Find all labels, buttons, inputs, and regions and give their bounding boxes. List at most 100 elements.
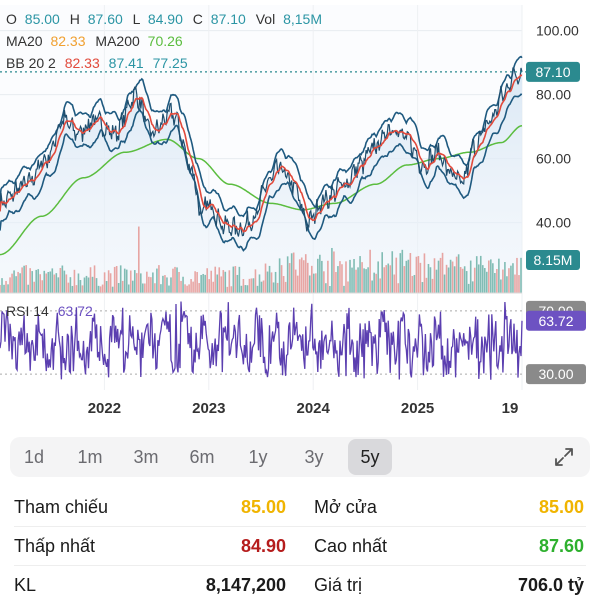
volume-bar [212, 281, 215, 293]
range-tab-1y[interactable]: 1y [236, 439, 280, 475]
volume-bar [206, 268, 208, 293]
volume-bar [463, 266, 466, 293]
volume-bar [174, 266, 176, 293]
volume-bar [154, 283, 156, 293]
svg-text:MA20 82.33 MA200: MA20 82.33 MA200 70.26 [6, 33, 183, 49]
stat-low: Thấp nhất 84.90 [14, 536, 300, 557]
stat-open-label: Mở cửa [314, 496, 377, 517]
ma20-value: 82.33 [50, 33, 85, 49]
volume-bar [365, 269, 367, 293]
volume-bar [294, 269, 297, 293]
volume-bar [405, 260, 408, 293]
volume-bar [413, 274, 416, 293]
volume-bar [93, 265, 96, 293]
price-tick-label: 60.00 [536, 151, 571, 167]
volume-bar [55, 273, 58, 293]
volume-bar [389, 265, 392, 293]
volume-bar [347, 281, 349, 293]
bb-mid-value: 82.33 [65, 55, 100, 71]
range-tab-1m[interactable]: 1m [68, 439, 112, 475]
volume-bar [274, 271, 277, 293]
volume-bar [95, 278, 98, 293]
high-label: H [70, 11, 80, 27]
volume-bar [170, 277, 172, 293]
volume-bar [79, 280, 82, 293]
volume-bar [202, 273, 204, 293]
ma20-label: MA20 [6, 33, 43, 49]
volume-bar [186, 285, 188, 293]
volume-bar [500, 279, 502, 293]
volume-bar [306, 262, 309, 293]
range-tab-3y[interactable]: 3y [292, 439, 336, 475]
expand-diagonal-icon[interactable] [552, 445, 576, 469]
volume-bar [395, 257, 398, 293]
volume-bar [375, 273, 377, 293]
volume-bar [504, 262, 506, 293]
volume-bar [178, 271, 180, 293]
volume-bar [379, 278, 381, 293]
price-line [0, 67, 523, 237]
volume-bar [473, 267, 476, 293]
volume-bar [516, 257, 518, 293]
stat-reference-label: Tham chiếu [14, 496, 109, 517]
stat-value-label: Giá trị [314, 575, 363, 595]
price-tick-label: 40.00 [536, 215, 571, 231]
volume-bar [224, 271, 227, 293]
range-tab-5y[interactable]: 5y [348, 439, 392, 475]
rsi-tick-label: 30.00 [538, 366, 573, 382]
volume-bar [483, 268, 486, 293]
volume-bar [61, 265, 64, 293]
svg-text:O 85.00 H 87: O 85.00 H 87.60 L 84.90 C 87.10 Vol 8,15… [6, 11, 322, 27]
volume-bar [439, 257, 442, 293]
volume-bar [300, 257, 303, 293]
rsi-tag-text: 63.72 [538, 313, 573, 329]
volume-bar [176, 267, 178, 293]
volume-bar [49, 271, 52, 293]
close-value: 87.10 [211, 11, 246, 27]
volume-bar [5, 280, 7, 293]
volume-bar [512, 263, 514, 293]
volume-bar [465, 271, 468, 293]
volume-bar [471, 281, 474, 293]
volume-bar [232, 266, 235, 293]
volume-bar [455, 256, 458, 293]
volume-bar [188, 284, 190, 293]
volume-bar [498, 258, 500, 293]
stats-row: Thấp nhất 84.90 Cao nhất 87.60 [14, 527, 586, 566]
open-label: O [6, 11, 17, 27]
volume-bar [415, 256, 418, 293]
volume-bar [272, 282, 275, 293]
volume-bar [162, 275, 164, 293]
stat-value-value: 706.0 tỷ [517, 575, 584, 595]
volume-bar [180, 280, 182, 293]
volume-bar [7, 284, 9, 293]
bb-upper-value: 87.41 [109, 55, 144, 71]
volume-bar [298, 259, 301, 293]
volume-bar [315, 273, 317, 293]
volume-bar [319, 254, 321, 293]
volume-bar [164, 275, 166, 293]
volume-bar [371, 280, 373, 293]
range-tab-1d[interactable]: 1d [12, 439, 56, 475]
last-price-tag: 87.10 [526, 61, 580, 82]
rsi-legend-value: 63.72 [58, 303, 93, 319]
volume-bar [105, 281, 108, 293]
range-tab-6m[interactable]: 6m [180, 439, 224, 475]
volume-bar [144, 283, 146, 293]
range-tab-3m[interactable]: 3m [124, 439, 168, 475]
volume-bar [51, 268, 54, 293]
year-tick-label: 19 [502, 400, 519, 417]
volume-bar [262, 280, 265, 293]
volume-bar [9, 277, 11, 293]
volume-label: Vol [256, 11, 275, 27]
rsi-tag: 63.72 [526, 310, 586, 331]
volume-bar [11, 273, 13, 293]
volume-bar [148, 276, 150, 293]
volume-bar [453, 266, 456, 293]
volume-bar [204, 274, 206, 293]
volume-bar [65, 274, 68, 293]
volume-bar [339, 261, 341, 293]
low-value: 84.90 [148, 11, 183, 27]
volume-bar [226, 286, 229, 293]
